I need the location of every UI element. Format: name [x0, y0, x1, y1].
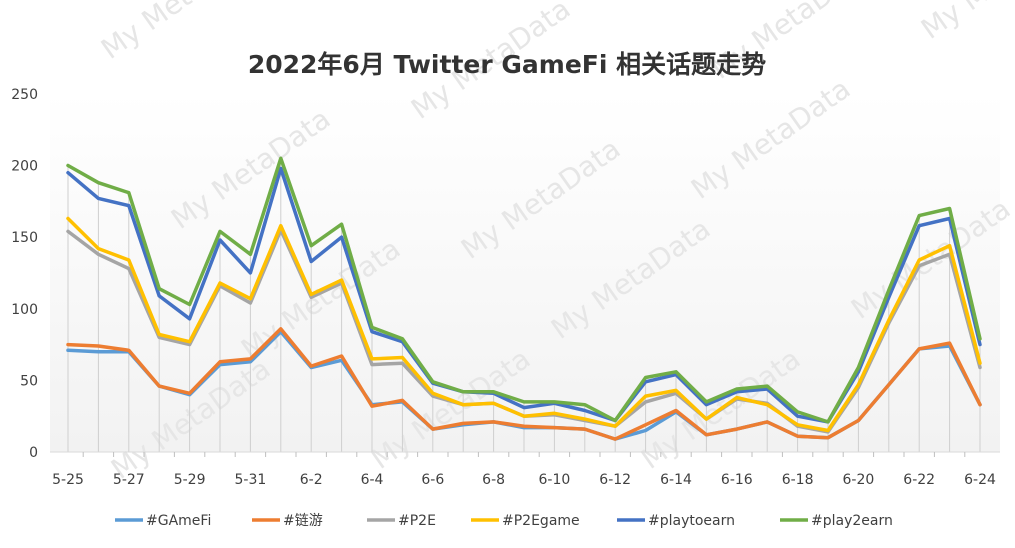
- y-tick-label: 100: [11, 302, 38, 318]
- legend-item: #P2E: [367, 513, 436, 529]
- x-tick-label: 6-10: [539, 472, 571, 488]
- x-tick-label: 6-20: [843, 472, 875, 488]
- x-tick-label: 5-25: [52, 472, 84, 488]
- x-tick-label: 6-22: [903, 472, 935, 488]
- legend-label: #链游: [283, 513, 323, 529]
- x-tick-label: 6-24: [964, 472, 996, 488]
- y-axis: 0 50 100 150 200 250: [11, 87, 38, 461]
- x-tick-label: 6-18: [782, 472, 814, 488]
- x-axis: 5-25 5-27 5-29 5-31 6-2 6-4 6-6 6-8 6-10 6-12 6-14…: [52, 452, 996, 488]
- y-tick-label: 150: [11, 230, 38, 246]
- x-tick-label: 6-4: [361, 472, 384, 488]
- legend-item: #链游: [252, 513, 323, 529]
- legend-label: #P2Egame: [502, 513, 580, 529]
- x-tick-label: 6-14: [660, 472, 692, 488]
- legend-item: #GAmeFi: [115, 513, 211, 529]
- legend-label: #play2earn: [811, 513, 893, 529]
- x-tick-label: 6-8: [482, 472, 505, 488]
- legend-item: #P2Egame: [471, 513, 580, 529]
- chart-title: 2022年6月 Twitter GameFi 相关话题走势: [248, 50, 766, 79]
- x-tick-label: 6-12: [599, 472, 631, 488]
- x-tick-label: 6-6: [421, 472, 444, 488]
- legend-item: #play2earn: [780, 513, 893, 529]
- legend-item: #playtoearn: [617, 513, 735, 529]
- x-tick-label: 6-16: [721, 472, 753, 488]
- series-line: [66, 156, 982, 424]
- watermark-text: My MetaData: [95, 0, 266, 66]
- legend: #GAmeFi #链游 #P2E #P2Egame #playtoearn #play2e…: [115, 513, 893, 529]
- x-tick-label: 6-2: [300, 472, 323, 488]
- y-tick-label: 250: [11, 87, 38, 103]
- x-tick-label: 5-29: [174, 472, 206, 488]
- x-tick-label: 5-27: [113, 472, 145, 488]
- legend-label: #playtoearn: [648, 513, 735, 529]
- y-tick-label: 200: [11, 159, 38, 175]
- series-lines: [66, 156, 982, 441]
- y-tick-label: 0: [29, 445, 38, 461]
- series-line: [66, 327, 982, 441]
- y-tick-label: 50: [20, 373, 38, 389]
- legend-label: #P2E: [398, 513, 436, 529]
- legend-label: #GAmeFi: [146, 513, 211, 529]
- series-line: [66, 216, 982, 433]
- watermark-text: My MetaData: [915, 0, 1015, 46]
- x-tick-label: 5-31: [235, 472, 267, 488]
